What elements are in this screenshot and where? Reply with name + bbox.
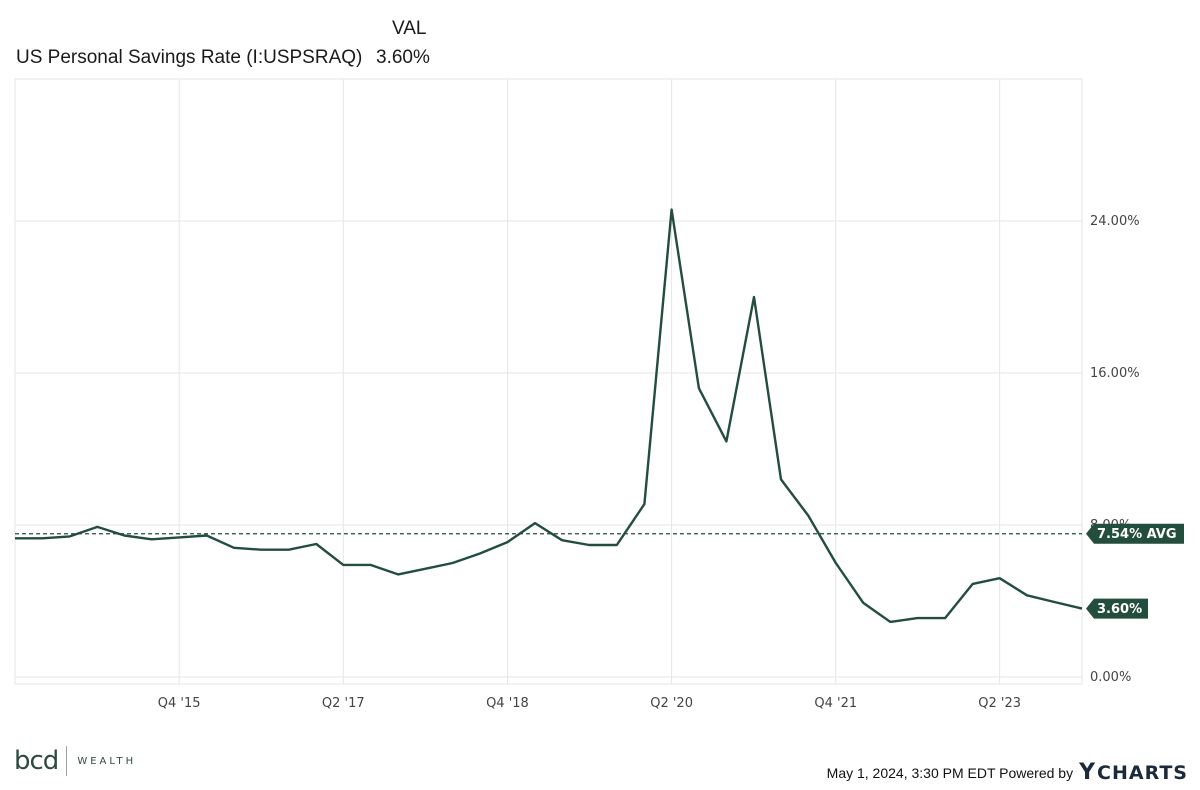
value-column-header: VAL [392, 18, 427, 39]
plot-frame [14, 78, 1083, 685]
logo-wordmark: WEALTH [77, 755, 137, 767]
grid-lines [14, 78, 1083, 685]
bcd-wealth-logo: bcd WEALTH [14, 744, 136, 778]
y-tick-label: 0.00% [1090, 670, 1131, 685]
series-line-savings-rate[interactable] [15, 208, 1083, 624]
last-value-flag: 3.60% [1086, 598, 1148, 619]
ycharts-logo[interactable]: Y CHARTS [1079, 760, 1188, 785]
logo-divider [66, 746, 68, 776]
x-tick-label: Q2 '17 [322, 696, 365, 711]
x-tick-label: Q4 '21 [814, 696, 857, 711]
series-legend-label[interactable]: US Personal Savings Rate (I:USPSRAQ) [16, 47, 363, 68]
chart-header: VAL US Personal Savings Rate (I:USPSRAQ)… [0, 0, 1200, 80]
x-tick-label: Q4 '18 [486, 696, 529, 711]
series-group[interactable] [14, 208, 1083, 624]
last-value-flag-text: 3.60% [1097, 602, 1142, 617]
x-tick-label: Q2 '20 [650, 696, 693, 711]
series-current-value: 3.60% [376, 47, 430, 68]
ycharts-y-icon: Y [1079, 760, 1097, 785]
average-flag-text: 7.54% AVG [1097, 527, 1177, 542]
last-value-flag-shape [1086, 598, 1148, 619]
timestamp-text: May 1, 2024, 3:30 PM EDT Powered by [826, 764, 1074, 781]
value-flags: 7.54% AVG 3.60% [1086, 523, 1184, 619]
average-flag-shape [1086, 523, 1184, 544]
bcd-logo-mark: bcd [14, 746, 59, 776]
x-tick-label: Q4 '15 [158, 696, 201, 711]
ycharts-wordmark: CHARTS [1097, 761, 1188, 784]
x-tick-label: Q2 '23 [978, 696, 1021, 711]
average-flag: 7.54% AVG [1086, 523, 1184, 544]
y-tick-label: 24.00% [1090, 214, 1140, 229]
footer-attribution: May 1, 2024, 3:30 PM EDT Powered by Y CH… [827, 760, 1188, 785]
y-tick-label: 16.00% [1090, 366, 1140, 381]
